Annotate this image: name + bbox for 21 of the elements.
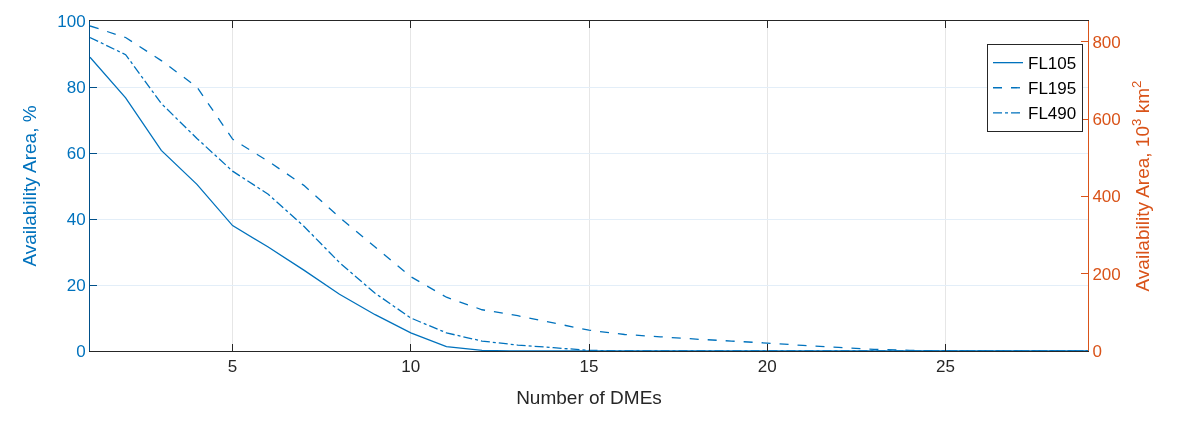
y-tick-label: 40 (66, 209, 86, 229)
y2-tick-label: 600 (1092, 110, 1121, 130)
y-axis-title: Availability Area, % (19, 105, 41, 267)
y-tick-label: 60 (66, 143, 86, 163)
legend-label: FL490 (1028, 104, 1077, 124)
x-axis-title: Number of DMEs (516, 387, 662, 409)
y2-tick-label: 0 (1092, 341, 1102, 361)
y2-tick-label: 200 (1092, 264, 1121, 284)
x-tick-label: 15 (579, 357, 599, 377)
x-tick-label: 20 (757, 357, 777, 377)
y2-tick-label: 800 (1092, 32, 1121, 52)
y2-tick-label: 400 (1092, 187, 1121, 207)
x-tick-label: 25 (935, 357, 955, 377)
x-tick-label: 10 (401, 357, 421, 377)
y-tick-label: 0 (76, 341, 86, 361)
y-tick-label: 20 (66, 275, 86, 295)
x-tick-label: 5 (227, 357, 238, 377)
y-tick-label: 80 (66, 77, 86, 97)
legend-label: FL105 (1028, 54, 1077, 74)
legend-label: FL195 (1028, 79, 1077, 99)
y-tick-label: 100 (57, 11, 86, 31)
